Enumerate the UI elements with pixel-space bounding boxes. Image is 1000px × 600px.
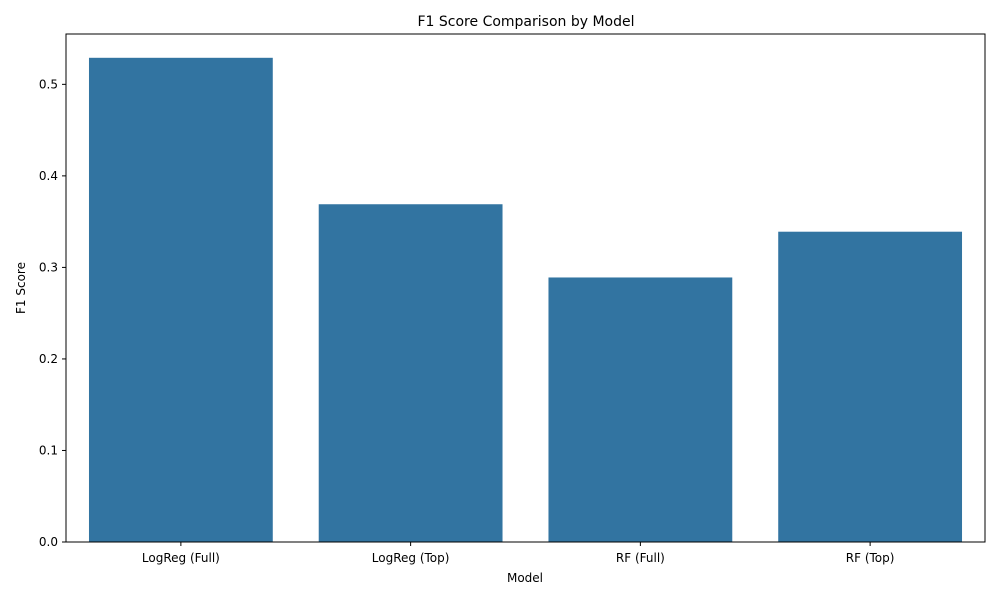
x-axis: LogReg (Full) LogReg (Top) RF (Full) RF (To… bbox=[142, 542, 895, 565]
chart-title: F1 Score Comparison by Model bbox=[418, 14, 635, 30]
y-tick-label: 0.1 bbox=[39, 443, 58, 457]
y-axis: 0.0 0.1 0.2 0.3 0.4 0.5 bbox=[39, 77, 66, 549]
x-tick-label: RF (Top) bbox=[846, 551, 895, 565]
y-axis-label: F1 Score bbox=[14, 262, 28, 314]
plot-frame bbox=[65, 33, 986, 543]
y-tick-label: 0.4 bbox=[39, 169, 58, 183]
x-tick-label: RF (Full) bbox=[616, 551, 665, 565]
bar-0 bbox=[88, 57, 273, 543]
bars-layer bbox=[88, 57, 963, 543]
y-tick-label: 0.5 bbox=[39, 77, 58, 91]
y-tick-label: 0.0 bbox=[39, 535, 58, 549]
x-axis-label: Model bbox=[507, 571, 543, 585]
x-tick-label: LogReg (Top) bbox=[372, 551, 450, 565]
bar-3 bbox=[778, 231, 963, 542]
bar-2 bbox=[548, 277, 733, 542]
bar-1 bbox=[318, 204, 503, 542]
x-tick-label: LogReg (Full) bbox=[142, 551, 220, 565]
y-tick-label: 0.2 bbox=[39, 352, 58, 366]
y-tick-label: 0.3 bbox=[39, 260, 58, 274]
